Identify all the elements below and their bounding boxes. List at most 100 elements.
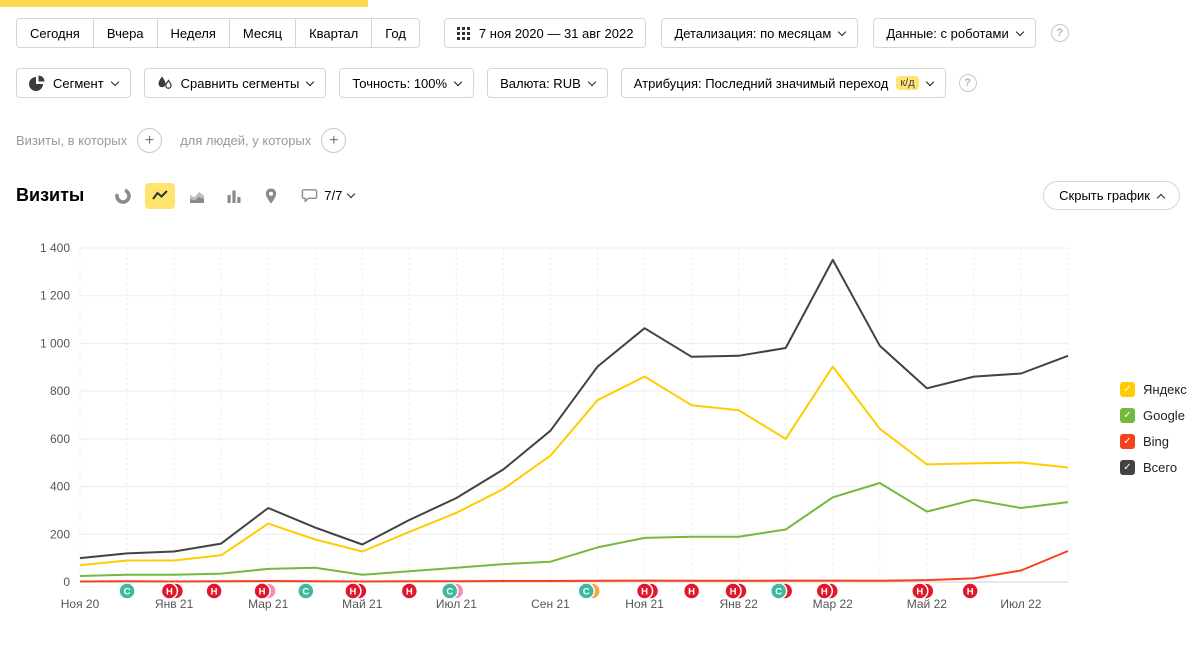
calendar-icon bbox=[456, 26, 471, 40]
svg-text:1 000: 1 000 bbox=[40, 336, 70, 350]
legend-checkbox-bing[interactable]: ✓ bbox=[1120, 434, 1135, 449]
attribution-label: Атрибуция: Последний значимый переход bbox=[633, 75, 889, 91]
timeline-marker[interactable]: Н bbox=[724, 582, 748, 600]
legend-checkbox-yandex[interactable]: ✓ bbox=[1120, 382, 1135, 397]
period-yesterday-button[interactable]: Вчера bbox=[93, 18, 158, 48]
x-axis-labels: Ноя 20 Янв 21 Мар 21 Май 21 Июл 21 Сен 21 Ноя … bbox=[61, 597, 1042, 611]
legend-item-yandex[interactable]: ✓ Яндекс bbox=[1120, 382, 1187, 397]
chevron-up-icon bbox=[1156, 193, 1166, 202]
chart-legend: ✓ Яндекс ✓ Google ✓ Bing ✓ Всего bbox=[1120, 382, 1187, 475]
data-mode-dropdown[interactable]: Данные: с роботами bbox=[873, 18, 1036, 48]
chart-series[interactable] bbox=[79, 258, 1069, 583]
date-range-button[interactable]: 7 ноя 2020 — 31 авг 2022 bbox=[443, 18, 647, 48]
svg-text:1 400: 1 400 bbox=[40, 241, 70, 255]
series-line-bing[interactable] bbox=[79, 550, 1069, 583]
svg-text:Н: Н bbox=[730, 587, 737, 598]
timeline-marker[interactable]: С bbox=[577, 582, 601, 600]
timeline-marker[interactable]: Н bbox=[253, 582, 277, 600]
svg-text:Н: Н bbox=[211, 587, 218, 598]
chevron-down-icon bbox=[1015, 27, 1024, 36]
chart-type-donut-icon[interactable] bbox=[108, 183, 138, 209]
legend-label: Всего bbox=[1143, 460, 1178, 475]
chart-type-area-icon[interactable] bbox=[182, 183, 212, 209]
svg-text:Май 21: Май 21 bbox=[342, 597, 383, 611]
svg-text:Янв 21: Янв 21 bbox=[155, 597, 194, 611]
period-quarter-button[interactable]: Квартал bbox=[296, 18, 373, 48]
timeline-marker[interactable]: С bbox=[441, 582, 465, 600]
chevron-down-icon bbox=[587, 77, 597, 86]
segment-pie-icon bbox=[29, 75, 45, 91]
attribution-dropdown[interactable]: Атрибуция: Последний значимый переход к/… bbox=[620, 68, 946, 98]
accuracy-dropdown[interactable]: Точность: 100% bbox=[339, 68, 475, 98]
timeline-marker[interactable]: Н bbox=[635, 582, 660, 600]
comments-dropdown[interactable]: 7/7 bbox=[301, 187, 356, 204]
timeline-marker[interactable]: Н bbox=[400, 582, 419, 600]
legend-checkbox-google[interactable]: ✓ bbox=[1120, 408, 1135, 423]
add-people-condition-button[interactable]: + bbox=[321, 128, 347, 153]
timeline-marker[interactable]: Н bbox=[961, 582, 979, 600]
chevron-down-icon bbox=[925, 77, 934, 86]
add-visit-condition-button[interactable]: + bbox=[137, 128, 163, 153]
svg-text:Июл 21: Июл 21 bbox=[436, 597, 477, 611]
segment-dropdown[interactable]: Сегмент bbox=[16, 68, 131, 98]
chevron-down-icon bbox=[110, 77, 119, 86]
legend-item-total[interactable]: ✓ Всего bbox=[1120, 460, 1187, 475]
svg-text:Н: Н bbox=[406, 587, 413, 598]
metrica-page: Сегодня Вчера Неделя Месяц Квартал Год 7… bbox=[16, 18, 1187, 616]
timeline-marker[interactable]: С bbox=[118, 582, 136, 600]
timeline-marker[interactable]: Н bbox=[205, 582, 223, 600]
svg-text:800: 800 bbox=[50, 384, 70, 398]
drops-icon bbox=[157, 75, 173, 91]
period-today-button[interactable]: Сегодня bbox=[16, 18, 94, 48]
timeline-marker[interactable]: Н bbox=[160, 582, 185, 600]
chart-area: 0 200 400 600 800 1 000 1 200 1 400 Ноя 20 Янв 21… bbox=[16, 234, 1187, 616]
help-icon[interactable]: ? bbox=[958, 74, 977, 92]
svg-text:Н: Н bbox=[259, 587, 266, 598]
series-line-total[interactable] bbox=[79, 258, 1069, 560]
svg-text:Ноя 21: Ноя 21 bbox=[625, 597, 664, 611]
legend-checkbox-total[interactable]: ✓ bbox=[1120, 460, 1135, 475]
svg-text:Ноя 20: Ноя 20 bbox=[61, 597, 100, 611]
help-icon[interactable]: ? bbox=[1050, 24, 1069, 42]
chart-header: Визиты bbox=[16, 181, 1180, 210]
series-line-yandex[interactable] bbox=[79, 365, 1069, 567]
svg-text:Мар 22: Мар 22 bbox=[813, 597, 853, 611]
granularity-dropdown[interactable]: Детализация: по месяцам bbox=[661, 18, 859, 48]
legend-item-google[interactable]: ✓ Google bbox=[1120, 408, 1187, 423]
segment-builder: Визиты, в которых + для людей, у которых… bbox=[16, 128, 1180, 153]
period-year-button[interactable]: Год bbox=[372, 18, 420, 48]
svg-text:С: С bbox=[302, 587, 309, 598]
hide-chart-label: Скрыть график bbox=[1059, 188, 1150, 203]
series-line-google[interactable] bbox=[79, 482, 1069, 577]
period-week-button[interactable]: Неделя bbox=[157, 18, 230, 48]
chart-type-line-icon[interactable] bbox=[145, 182, 176, 209]
legend-item-bing[interactable]: ✓ Bing bbox=[1120, 434, 1187, 449]
hide-chart-button[interactable]: Скрыть график bbox=[1043, 181, 1180, 210]
svg-text:Н: Н bbox=[166, 587, 173, 598]
svg-text:С: С bbox=[775, 587, 782, 598]
svg-text:400: 400 bbox=[50, 480, 70, 494]
svg-text:Н: Н bbox=[967, 587, 974, 598]
svg-text:Н: Н bbox=[349, 587, 356, 598]
timeline-marker[interactable]: С bbox=[297, 582, 315, 600]
timeline-marker[interactable]: С bbox=[769, 582, 794, 600]
visits-line-chart[interactable]: 0 200 400 600 800 1 000 1 200 1 400 Ноя 20 Янв 21… bbox=[16, 234, 1086, 616]
visits-condition-label: Визиты, в которых bbox=[16, 133, 128, 148]
timeline-marker[interactable]: Н bbox=[682, 582, 701, 600]
svg-text:0: 0 bbox=[63, 575, 70, 589]
currency-dropdown[interactable]: Валюта: RUB bbox=[487, 68, 608, 98]
chevron-down-icon bbox=[347, 189, 356, 199]
svg-text:Н: Н bbox=[916, 587, 923, 598]
period-month-button[interactable]: Месяц bbox=[229, 18, 297, 48]
timeline-marker[interactable]: Н bbox=[344, 582, 368, 600]
people-condition-label: для людей, у которых bbox=[180, 133, 312, 148]
timeline-marker[interactable]: Н bbox=[815, 582, 840, 600]
timeline-marker[interactable]: Н bbox=[911, 582, 935, 600]
compare-segments-dropdown[interactable]: Сравнить сегменты bbox=[143, 68, 327, 98]
compare-segments-label: Сравнить сегменты bbox=[180, 75, 300, 91]
chevron-down-icon bbox=[453, 77, 463, 86]
chart-title: Визиты bbox=[16, 185, 85, 205]
chart-type-bar-icon[interactable] bbox=[219, 183, 249, 209]
chart-type-geo-pin-icon[interactable] bbox=[256, 183, 286, 209]
